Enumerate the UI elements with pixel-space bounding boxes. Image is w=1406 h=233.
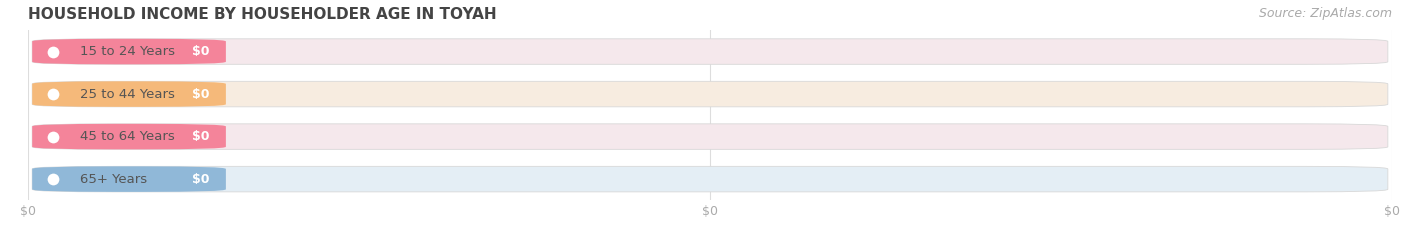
FancyBboxPatch shape	[32, 81, 226, 107]
Text: $0: $0	[193, 45, 209, 58]
Text: $0: $0	[193, 173, 209, 186]
Text: $0: $0	[193, 88, 209, 101]
FancyBboxPatch shape	[32, 39, 226, 64]
FancyBboxPatch shape	[32, 39, 1388, 64]
FancyBboxPatch shape	[32, 124, 226, 149]
FancyBboxPatch shape	[32, 166, 226, 192]
Text: 15 to 24 Years: 15 to 24 Years	[80, 45, 174, 58]
Text: $0: $0	[193, 130, 209, 143]
FancyBboxPatch shape	[32, 166, 1388, 192]
Text: 65+ Years: 65+ Years	[80, 173, 148, 186]
Text: HOUSEHOLD INCOME BY HOUSEHOLDER AGE IN TOYAH: HOUSEHOLD INCOME BY HOUSEHOLDER AGE IN T…	[28, 7, 496, 22]
FancyBboxPatch shape	[32, 81, 1388, 107]
Text: 45 to 64 Years: 45 to 64 Years	[80, 130, 174, 143]
Text: Source: ZipAtlas.com: Source: ZipAtlas.com	[1258, 7, 1392, 20]
FancyBboxPatch shape	[32, 124, 1388, 149]
Text: 25 to 44 Years: 25 to 44 Years	[80, 88, 174, 101]
